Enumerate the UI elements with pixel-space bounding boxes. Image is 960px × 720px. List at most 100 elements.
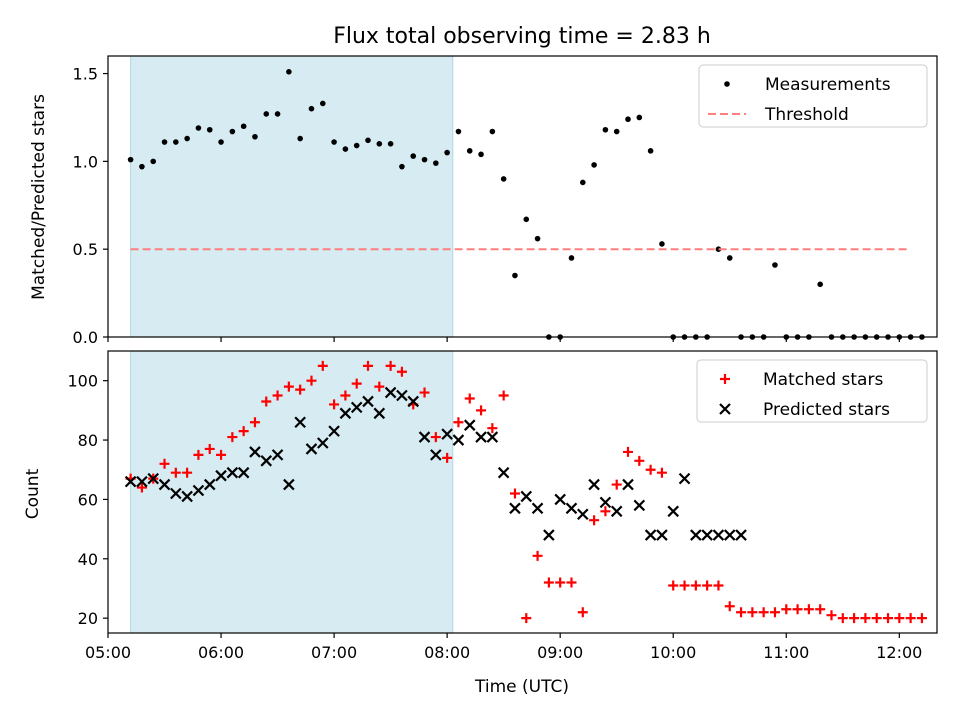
predicted-star-point: [192, 484, 205, 497]
matched-star-point: [182, 467, 193, 478]
measurement-point: [173, 139, 179, 145]
measurement-point: [274, 111, 281, 117]
predicted-star-point: [509, 502, 521, 515]
matched-star-point: [702, 580, 713, 591]
predicted-star-point: [554, 493, 566, 506]
predicted-star-point: [249, 446, 261, 458]
measurement-point: [218, 139, 224, 145]
legend-label: Predicted stars: [763, 400, 890, 420]
matched-star-point: [679, 580, 690, 591]
predicted-star-point: [203, 478, 216, 491]
predicted-star-point: [520, 490, 533, 503]
matched-star-point: [645, 464, 656, 475]
predicted-star-point: [712, 529, 725, 541]
predicted-star-point: [656, 529, 668, 541]
matched-star-point: [283, 381, 294, 392]
matched-star-point: [871, 613, 882, 624]
matched-star-point: [656, 467, 667, 478]
measurement-point: [466, 148, 473, 154]
matched-star-point: [204, 443, 215, 454]
measurement-point: [342, 146, 349, 152]
matched-star-point: [430, 432, 441, 443]
matched-star-point: [781, 604, 792, 615]
matched-star-point: [340, 390, 351, 401]
matched-star-point: [623, 446, 634, 457]
predicted-star-point: [339, 407, 352, 420]
predicted-star-point: [430, 449, 442, 461]
matched-star-point: [883, 613, 894, 624]
measurement-point: [613, 128, 620, 135]
measurement-point: [772, 262, 778, 268]
legend-box: [698, 64, 928, 128]
predicted-star-point: [362, 395, 374, 408]
predicted-star-point: [328, 425, 340, 437]
predicted-star-point: [486, 431, 499, 443]
predicted-star-point: [136, 475, 148, 488]
matched-star-point: [758, 607, 769, 618]
matched-star-point: [509, 488, 520, 499]
matched-star-point: [837, 613, 848, 624]
matched-star-point: [690, 580, 701, 591]
measurement-point: [500, 176, 507, 182]
legend: Matched stars Predicted stars: [696, 359, 928, 423]
matched-star-point: [136, 482, 147, 493]
matched-star-point: [611, 479, 622, 490]
legend-label: Matched stars: [763, 370, 883, 390]
matched-star-point: [905, 613, 916, 624]
predicted-star-point: [644, 529, 657, 541]
measurement-point: [591, 162, 597, 168]
shaded-interval: [130, 55, 454, 338]
legend-box: [696, 359, 928, 423]
predicted-star-point: [475, 431, 487, 443]
measurement-point: [478, 151, 484, 158]
matched-star-point: [916, 613, 927, 624]
measurement-point: [625, 116, 631, 123]
legend-matched-marker: [720, 374, 730, 384]
matched-star-point: [227, 432, 238, 443]
predicted-star-point: [181, 490, 193, 503]
matched-star-point: [589, 515, 600, 526]
legend: Measurements Threshold: [698, 64, 928, 128]
y-tick-label: 0.0: [73, 328, 98, 347]
predicted-star-point: [543, 529, 555, 541]
predicted-star-point: [588, 478, 600, 491]
predicted-star-point: [124, 475, 137, 488]
predicted-star-point: [170, 487, 182, 500]
matched-star-point: [894, 613, 905, 624]
predicted-star-point: [215, 469, 227, 482]
bottom-panel: 20 40 60 80 100 05:00 06:00 07:00 08:00 09:00 10:0…: [67, 350, 938, 662]
measurement-point: [715, 246, 722, 252]
matched-star-point: [272, 390, 283, 401]
matched-star-point: [464, 393, 475, 404]
matched-star-point: [159, 458, 170, 469]
predicted-star-point: [271, 449, 284, 461]
measurement-point: [636, 114, 643, 121]
matched-star-point: [216, 449, 227, 460]
matched-star-point: [249, 417, 260, 428]
measurement-point: [240, 123, 247, 130]
measurement-point: [365, 137, 371, 144]
matched-star-point: [521, 613, 532, 624]
predicted-star-point: [317, 437, 329, 449]
measurement-point: [512, 272, 518, 279]
matched-star-point: [600, 506, 611, 517]
legend-label: Measurements: [765, 75, 891, 95]
x-tick-label: 12:00: [876, 643, 922, 662]
matched-star-point: [317, 360, 328, 371]
y-tick-label: 40: [78, 550, 98, 569]
measurement-point: [444, 149, 450, 156]
measurement-point: [308, 105, 315, 112]
x-tick-label: 05:00: [85, 643, 131, 662]
measurement-point: [206, 126, 213, 133]
predicted-star-point: [260, 455, 273, 467]
matched-star-point: [498, 390, 509, 401]
measurement-point: [659, 241, 665, 247]
predicted-star-point: [690, 529, 702, 541]
matched-star-point: [724, 601, 735, 612]
measurement-point: [195, 125, 202, 131]
predicted-star-point: [373, 407, 386, 420]
x-tick-label: 06:00: [198, 643, 244, 662]
matched-star-point: [634, 455, 645, 466]
measurement-point: [161, 139, 168, 145]
predicted-star-point: [452, 434, 465, 446]
